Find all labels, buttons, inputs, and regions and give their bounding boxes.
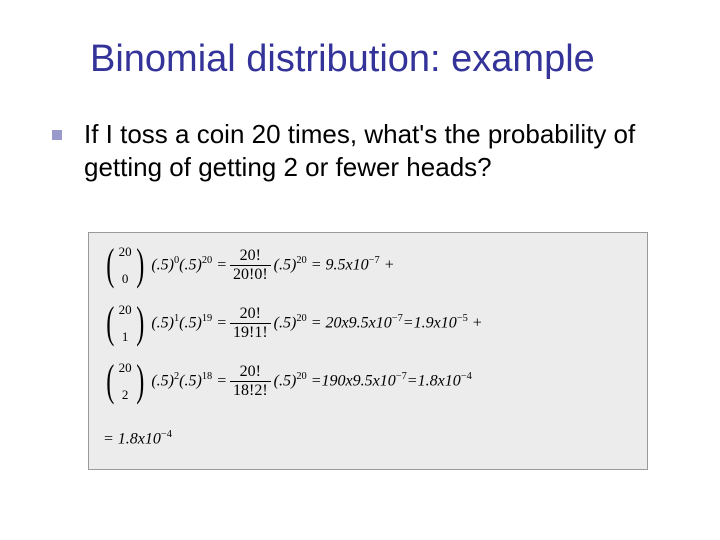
fraction: 20! 19!1! xyxy=(230,306,271,341)
fraction: 20! 20!0! xyxy=(230,248,271,283)
binomial-coef: ( 200 ) xyxy=(103,245,147,285)
equation-row-2: ( 202 ) (.5)2(.5)18 = 20! 18!2! (.5)20 =… xyxy=(103,361,472,401)
equation-row-1: ( 201 ) (.5)1(.5)19 = 20! 19!1! (.5)20 =… xyxy=(103,303,483,343)
body-text: If I toss a coin 20 times, what's the pr… xyxy=(84,118,672,183)
equation-final: = 1.8x10−4 xyxy=(103,429,172,448)
fraction: 20! 18!2! xyxy=(230,364,271,399)
binomial-coef: ( 202 ) xyxy=(103,361,147,401)
square-bullet-icon xyxy=(52,130,62,140)
bullet-item: If I toss a coin 20 times, what's the pr… xyxy=(52,118,672,183)
binomial-coef: ( 201 ) xyxy=(103,303,147,343)
slide-title: Binomial distribution: example xyxy=(90,38,595,81)
equation-row-0: ( 200 ) (.5)0(.5)20 = 20! 20!0! (.5)20 =… xyxy=(103,245,394,285)
equations-box: ( 200 ) (.5)0(.5)20 = 20! 20!0! (.5)20 =… xyxy=(88,232,648,470)
